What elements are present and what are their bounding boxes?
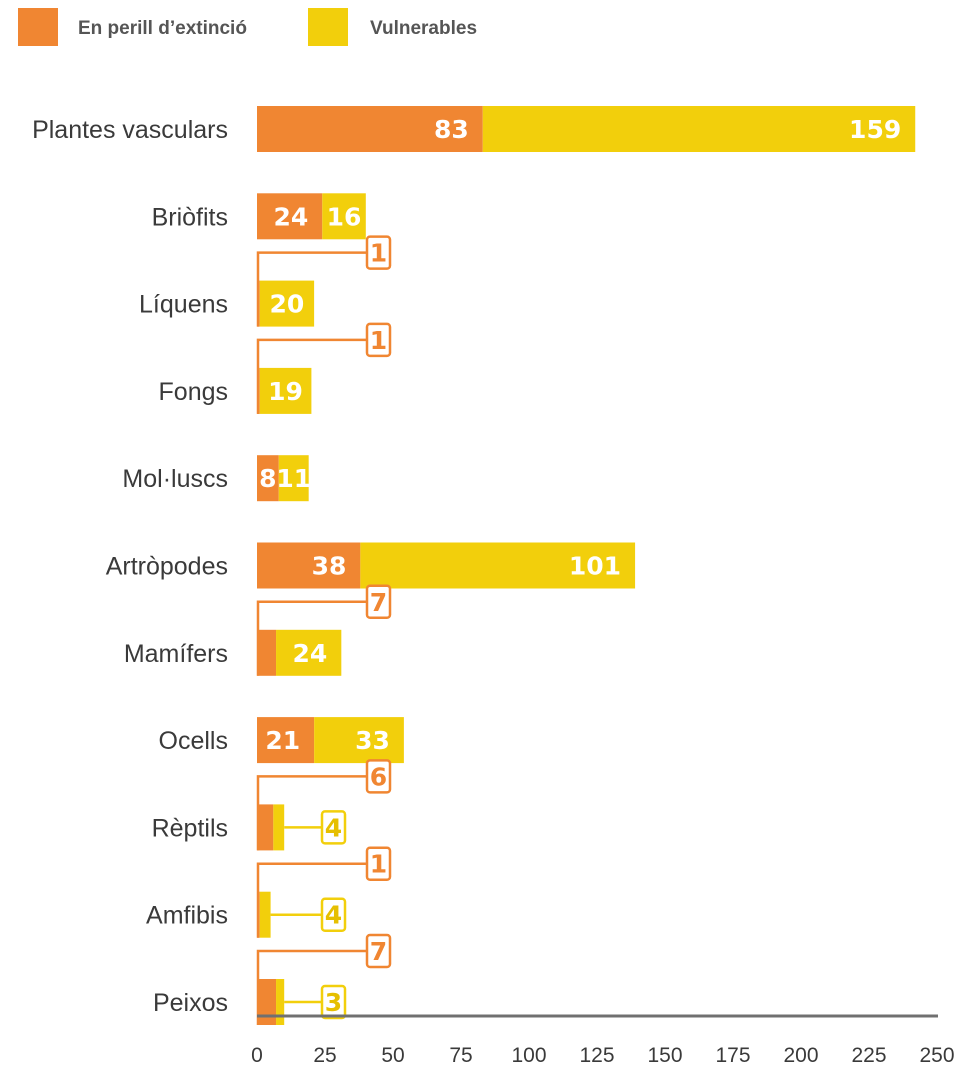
callout-box-vulnerable (320, 810, 347, 845)
bar-endangered (257, 979, 277, 1025)
bar-endangered (257, 629, 277, 676)
x-tick-label: 250 (919, 1044, 954, 1067)
bar-vulnerable (322, 193, 366, 240)
value-label-vulnerable: 24 (293, 639, 328, 668)
bar-endangered (257, 804, 274, 851)
value-label-vulnerable: 19 (268, 377, 303, 406)
legend: En perill d’extinció Vulnerables (18, 8, 477, 46)
x-tick-label: 125 (579, 1044, 614, 1067)
value-label-endangered: 1 (370, 239, 387, 268)
bar-vulnerable (360, 542, 636, 589)
callout-box-endangered (365, 846, 392, 881)
callout-line-endangered (256, 251, 367, 327)
legend-swatch-vulnerable (308, 8, 348, 46)
bar-vulnerable (278, 455, 309, 502)
category-label: Líquens (139, 291, 228, 319)
callout-box-endangered (365, 933, 392, 969)
x-tick-label: 175 (715, 1044, 750, 1067)
callout-line-endangered (256, 775, 367, 851)
value-label-endangered: 7 (370, 937, 387, 966)
bar-endangered (257, 455, 279, 502)
category-label: Mamífers (124, 640, 228, 668)
x-axis: 0 25 50 75 100 125 150 175 200 225 250 (251, 1014, 955, 1067)
x-tick-label: 150 (647, 1044, 682, 1067)
value-label-vulnerable: 4 (325, 901, 342, 930)
value-label-endangered: 7 (370, 588, 387, 617)
callout-line-endangered (256, 862, 367, 938)
value-label-vulnerable: 20 (270, 290, 305, 319)
bar-vulnerable (259, 280, 315, 327)
value-label-vulnerable: 159 (849, 115, 901, 144)
value-label-endangered: 24 (273, 202, 308, 231)
value-label-endangered: 83 (434, 115, 469, 144)
x-tick-label: 25 (313, 1044, 336, 1067)
callout-box-vulnerable (320, 984, 347, 1020)
category-label: Fongs (159, 378, 228, 406)
bar-endangered (257, 106, 483, 152)
x-tick-label: 50 (381, 1044, 404, 1067)
bar-endangered (257, 193, 323, 240)
value-label-vulnerable: 4 (325, 813, 342, 842)
x-axis-ticks: 0 25 50 75 100 125 150 175 200 225 250 (251, 1044, 954, 1067)
bar-vulnerable (482, 106, 916, 152)
callout-box-endangered (365, 584, 392, 620)
x-tick-label: 100 (511, 1044, 546, 1067)
value-label-endangered: 6 (370, 762, 387, 791)
bar-vulnerable (276, 979, 285, 1025)
legend-swatch-endangered (18, 8, 58, 46)
category-label: Peixos (153, 989, 228, 1017)
bar-vulnerable (276, 629, 342, 676)
category-label: Plantes vasculars (32, 116, 228, 144)
value-label-endangered: 21 (265, 726, 300, 755)
callout-box-endangered (365, 759, 392, 794)
value-label-vulnerable: 16 (327, 202, 362, 231)
category-label: Artròpodes (106, 553, 228, 581)
bar-endangered (257, 542, 361, 589)
category-labels: Plantes vasculars Briòfits Líquens Fongs Mol… (32, 116, 228, 1017)
value-label-endangered: 38 (312, 552, 347, 581)
legend-label-vulnerable: Vulnerables (370, 18, 477, 39)
category-label: Ocells (159, 727, 228, 755)
callout-line-endangered (256, 949, 367, 1025)
callout-box-endangered (365, 235, 392, 270)
value-label-endangered: 8 (259, 464, 276, 493)
value-label-vulnerable: 33 (355, 726, 390, 755)
bar-endangered (257, 717, 315, 764)
category-label: Mol·luscs (122, 465, 228, 493)
category-label: Briòfits (152, 203, 228, 231)
bar-vulnerable (259, 367, 312, 414)
value-label-vulnerable: 3 (325, 988, 342, 1017)
bar-vulnerable (314, 717, 404, 764)
bar-vulnerable (259, 891, 271, 938)
value-label-vulnerable: 101 (569, 552, 621, 581)
x-tick-label: 225 (851, 1044, 886, 1067)
value-label-endangered: 1 (370, 326, 387, 355)
callout-box-endangered (365, 322, 392, 358)
callout-line-endangered (256, 600, 367, 676)
x-tick-label: 200 (783, 1044, 818, 1067)
value-label-vulnerable: 11 (276, 464, 311, 493)
category-label: Rèptils (152, 814, 228, 842)
bar-vulnerable (273, 804, 285, 851)
callout-line-endangered (256, 338, 367, 414)
x-tick-label: 75 (449, 1044, 472, 1067)
value-label-endangered: 1 (370, 850, 387, 879)
category-label: Amfibis (146, 902, 228, 930)
x-tick-label: 0 (251, 1044, 263, 1067)
callout-box-vulnerable (320, 897, 347, 932)
legend-label-endangered: En perill d’extinció (78, 18, 247, 39)
